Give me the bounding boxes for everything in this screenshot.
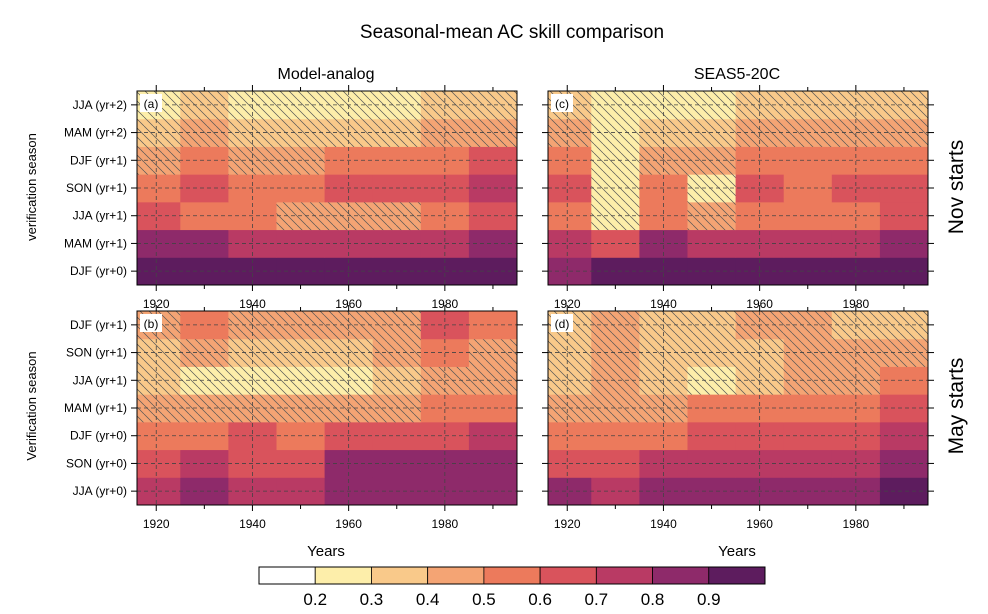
x-tick-label: 1940 [239,297,266,311]
panel-d: 1920 1940 1960 1980 (d) [542,305,934,531]
x-tick-label: 1980 [431,517,458,531]
x-tick-label: 1940 [650,297,677,311]
y-tick-label: DJF (yr+1) [70,318,127,332]
panel-b: JJA (yr+0) SON (yr+0) DJF (yr+0) MAM (yr+1)… [64,305,523,531]
column-title-right: SEAS5-20C [694,66,780,83]
y-tick-label: SON (yr+0) [66,456,127,470]
colorbar-label: 0.6 [528,590,552,609]
panel-a: DJF (yr+0) MAM (yr+1) JJA (yr+1) SON (yr+1)… [64,85,523,311]
panel-label-box [551,94,573,112]
x-tick-label: 1920 [143,517,170,531]
colorbar-segment [708,566,766,585]
colorbar-segment [258,566,316,585]
colorbar-segment [314,566,372,585]
panel-label: (b) [144,317,159,331]
y-tick-label: DJF (yr+0) [70,264,127,278]
y-tick-label: MAM (yr+2) [64,126,127,140]
colorbar-label: 0.5 [472,590,496,609]
colorbar-segment [427,566,485,585]
y-tick-label: SON (yr+1) [66,346,127,360]
colorbar-label: 0.2 [303,590,327,609]
colorbar-label: 0.4 [416,590,440,609]
panel-label: (d) [555,317,570,331]
x-tick-label: 1980 [842,297,869,311]
row-title-bottom: May starts [945,358,968,455]
x-tick-label: 1960 [335,297,362,311]
y-tick-label: DJF (yr+1) [70,153,127,167]
xlabel-right: Years [718,543,756,560]
panel-label-box [140,314,162,332]
x-tick-label: 1980 [842,517,869,531]
y-tick-label: JJA (yr+2) [73,98,127,112]
x-tick-label: 1940 [239,517,266,531]
colorbar-frame [258,566,766,585]
colorbar-label: 0.7 [585,590,609,609]
colorbar-segment [595,566,653,585]
x-tick-label: 1940 [650,517,677,531]
y-tick-label: SON (yr+1) [66,181,127,195]
y-tick-label: MAM (yr+1) [64,236,127,250]
y-tick-label: JJA (yr+1) [73,373,127,387]
colorbar-segment [539,566,597,585]
panels: DJF (yr+0) MAM (yr+1) JJA (yr+1) SON (yr+1)… [64,85,934,531]
y-tick-label: MAM (yr+1) [64,401,127,415]
figure-title: Seasonal-mean AC skill comparison [360,22,664,43]
colorbar: 0.2 0.3 0.4 0.5 0.6 0.7 0.8 0.9 [258,566,766,609]
panel-c: 1920 1940 1960 1980 (c) [542,85,934,311]
colorbar-label: 0.3 [360,590,384,609]
y-tick-label: JJA (yr+1) [73,209,127,223]
x-tick-label: 1920 [554,297,581,311]
x-tick-label: 1980 [431,297,458,311]
y-tick-label: JJA (yr+0) [73,484,127,498]
colorbar-segment [652,566,710,585]
colorbar-segment [483,566,541,585]
panel-label: (c) [555,97,569,111]
colorbar-label: 0.9 [697,590,721,609]
x-tick-label: 1920 [554,517,581,531]
panel-label: (a) [144,97,159,111]
ylabel-top: verification season [24,133,39,241]
colorbar-label: 0.8 [641,590,665,609]
x-tick-label: 1920 [143,297,170,311]
column-title-left: Model-analog [278,66,375,83]
y-tick-label: DJF (yr+0) [70,429,127,443]
x-tick-label: 1960 [335,517,362,531]
ylabel-bottom: Verification season [24,351,39,460]
x-tick-label: 1960 [746,297,773,311]
colorbar-segment [371,566,429,585]
xlabel-left: Years [307,543,345,560]
row-title-top: Nov starts [945,140,968,235]
panel-label-box [551,314,573,332]
panel-label-box [140,94,162,112]
x-tick-label: 1960 [746,517,773,531]
